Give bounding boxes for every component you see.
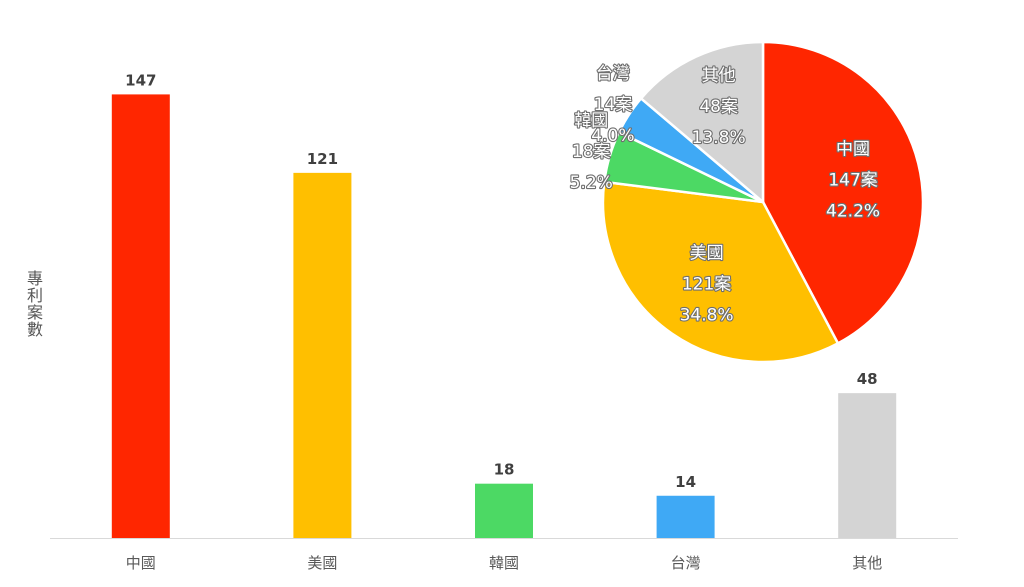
pie-slice: [601, 180, 840, 364]
x-tick-label: 韓國: [489, 554, 519, 572]
bar: [475, 483, 533, 538]
pie-count-label: 18案: [572, 142, 611, 162]
pie-slice: [761, 40, 925, 345]
bar: [111, 94, 170, 538]
pie-category-label: 韓國: [574, 111, 608, 131]
pie-slice: [639, 40, 765, 204]
pie-count-label: 48案: [699, 97, 738, 117]
bar: [293, 172, 352, 539]
pie-percent-label: 13.8%: [692, 128, 746, 148]
pie-count-label: 147案: [828, 171, 877, 191]
bar: [838, 393, 897, 538]
pie-category-label: 中國: [836, 140, 870, 160]
pie-count-label: 121案: [682, 275, 731, 295]
bar-value-label: 121: [307, 150, 338, 168]
pie-category-label: 其他: [702, 66, 736, 86]
bar-value-label: 18: [494, 461, 515, 479]
x-tick-label: 其他: [852, 554, 882, 572]
x-tick-label: 台灣: [671, 554, 701, 572]
pie-percent-label: 4.0%: [591, 126, 634, 146]
bar-value-label: 14: [675, 473, 696, 491]
pie-percent-label: 34.8%: [680, 306, 734, 326]
pie-percent-label: 5.2%: [570, 173, 613, 193]
pie-percent-label: 42.2%: [826, 202, 880, 222]
pie-category-label: 美國: [690, 244, 724, 264]
bar: [656, 495, 715, 538]
x-tick-label: 美國: [307, 554, 337, 572]
x-tick-label: 中國: [126, 554, 156, 572]
bar-value-label: 48: [857, 370, 878, 388]
y-axis-label: 專利案數: [24, 270, 43, 338]
pie-category-label: 台灣: [596, 64, 630, 84]
pie-count-label: 14案: [594, 95, 633, 115]
bar-value-label: 147: [125, 71, 156, 89]
